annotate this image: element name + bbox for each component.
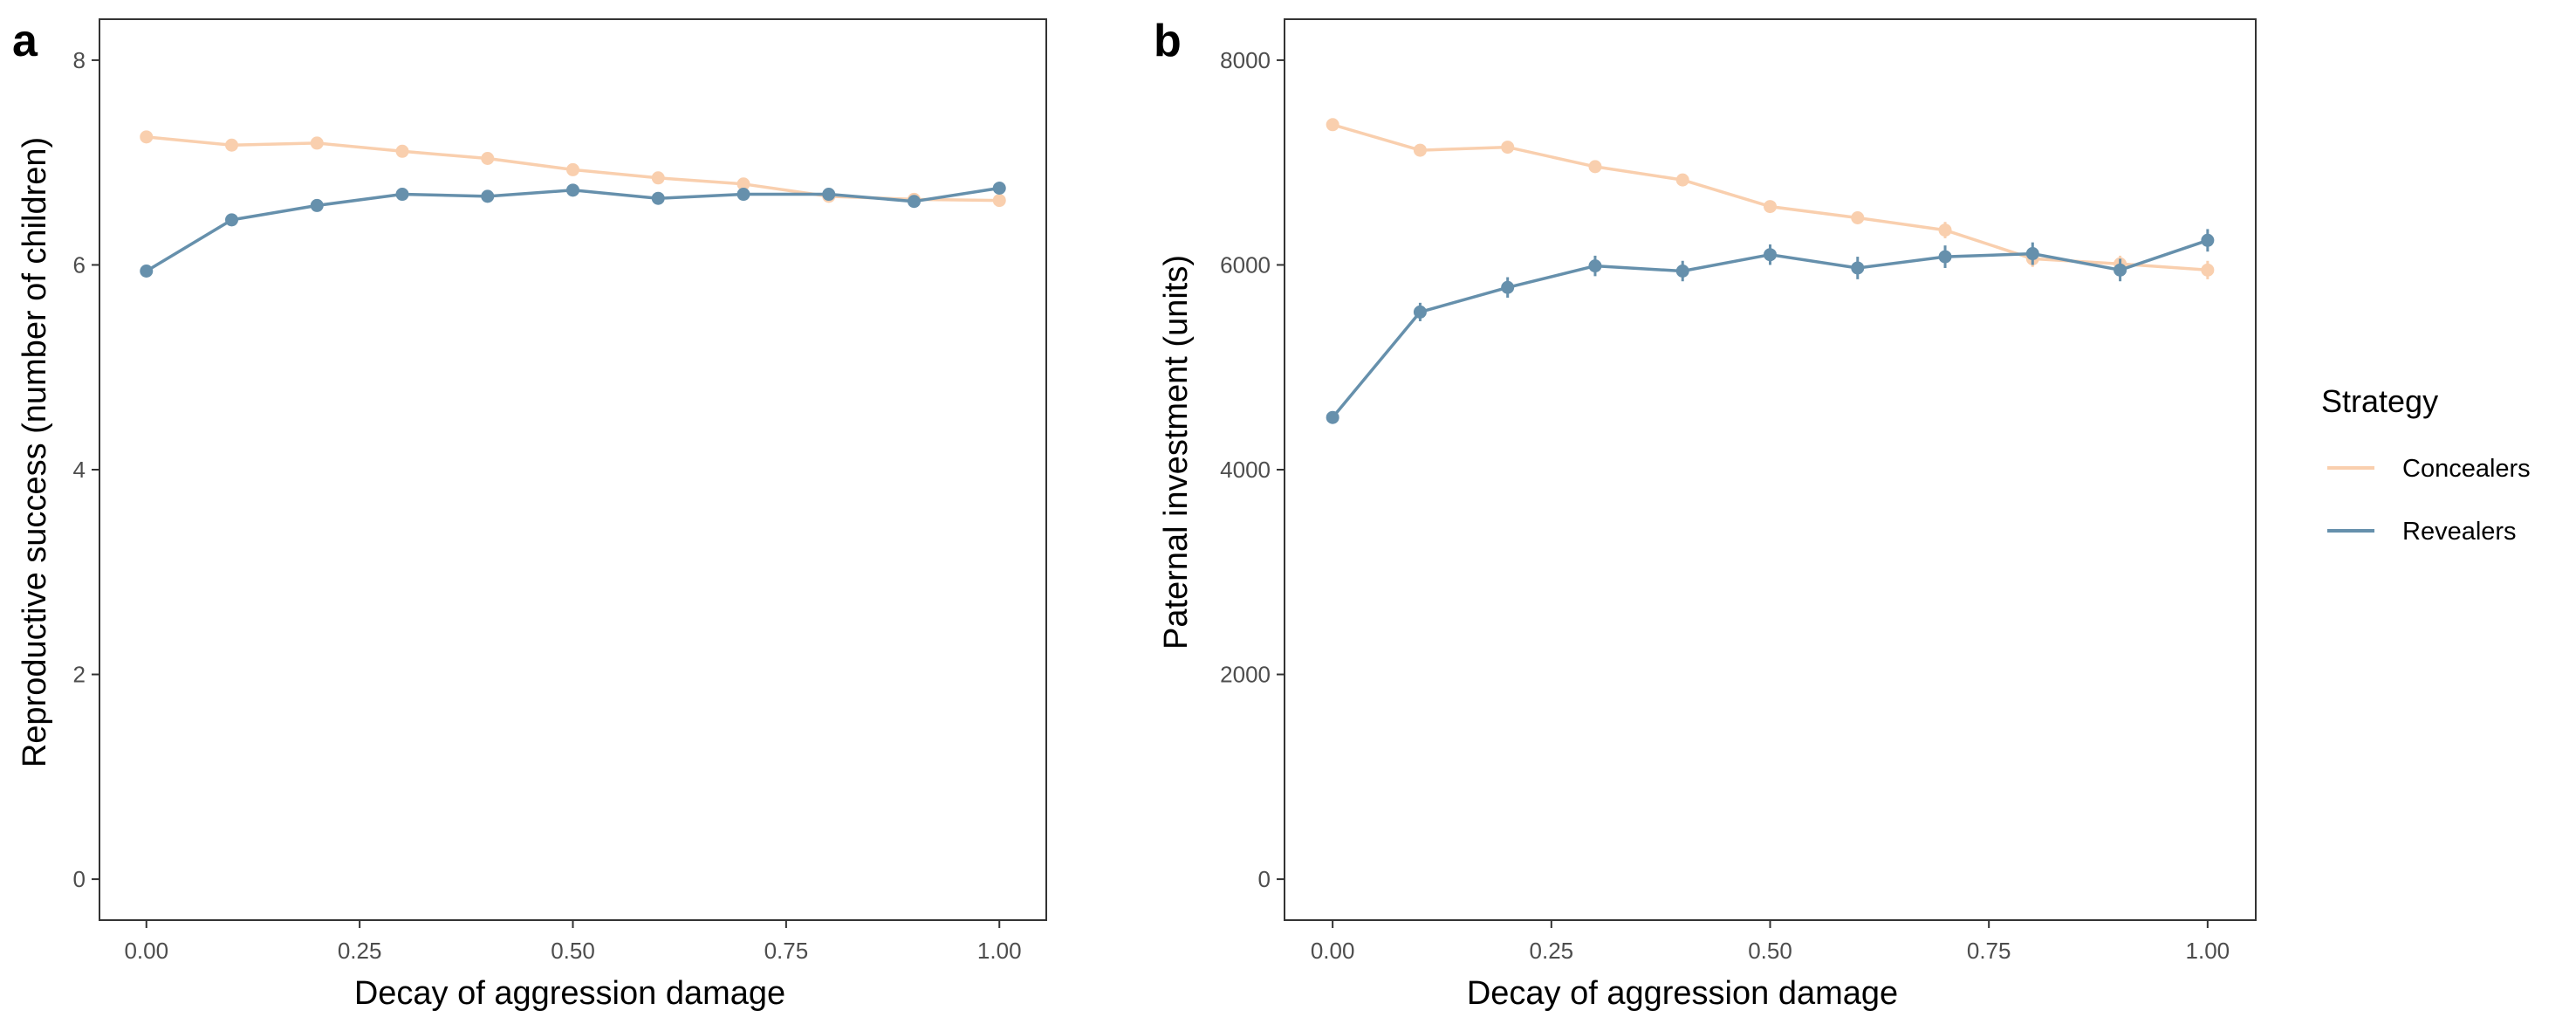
panel-b-y-axis-title: Paternal investment (units) xyxy=(1158,255,1195,650)
panel-b-point-concealers xyxy=(1851,211,1865,225)
panel-b-point-revealers xyxy=(1326,410,1339,424)
panel-a: a Reproductive success (number of childr… xyxy=(12,16,1047,1012)
panel-a-y-axis-title: Reproductive success (number of children… xyxy=(17,137,53,767)
panel-b-point-revealers xyxy=(1764,248,1777,262)
panel-b-point-concealers xyxy=(1938,223,1952,237)
panel-b-point-concealers xyxy=(1588,160,1602,174)
panel-a-point-concealers xyxy=(651,171,665,185)
panel-b-point-revealers xyxy=(1413,305,1427,319)
panel-b-point-revealers xyxy=(2114,263,2127,277)
legend: Strategy Concealers Revealers xyxy=(2321,383,2531,546)
panel-a-point-revealers xyxy=(907,195,921,209)
panel-b: b Paternal investment (units) Decay of a… xyxy=(1154,16,2257,1012)
panel-b-point-concealers xyxy=(1501,141,1515,155)
panel-b-point-concealers xyxy=(1326,118,1339,132)
panel-a-point-revealers xyxy=(651,191,665,205)
panel-b-point-concealers xyxy=(1413,143,1427,157)
panel-b-x-tick-label: 0.25 xyxy=(1530,938,1574,964)
panel-b-line-revealers xyxy=(1331,238,2209,419)
panel-b-point-revealers xyxy=(1938,250,1952,264)
panel-b-x-tick-label: 0.50 xyxy=(1748,938,1792,964)
panel-a-point-concealers xyxy=(225,138,239,152)
panel-b-point-revealers xyxy=(1851,261,1865,275)
panel-a-point-revealers xyxy=(736,188,750,202)
panel-b-x-tick-label: 0.75 xyxy=(1967,938,2011,964)
panel-a-point-revealers xyxy=(140,264,154,278)
panel-a-x-tick-label: 0.50 xyxy=(551,938,595,964)
panel-a-x-tick-label: 0.25 xyxy=(338,938,382,964)
panel-a-y-tick-label: 8 xyxy=(73,47,86,73)
panel-b-point-concealers xyxy=(2201,263,2215,277)
panel-b-y-tick-label: 2000 xyxy=(1220,662,1271,688)
panel-b-x-axis-title: Decay of aggression damage xyxy=(1467,975,1898,1012)
panel-a-series xyxy=(140,130,1006,278)
panel-b-y-tick-label: 0 xyxy=(1258,866,1271,892)
panel-b-y-tick-label: 8000 xyxy=(1220,47,1271,73)
panel-a-point-concealers xyxy=(310,136,324,150)
panel-a-y-tick-label: 6 xyxy=(73,251,86,278)
panel-a-y-tick-label: 2 xyxy=(73,662,86,688)
legend-item-concealers: Concealers xyxy=(2327,455,2531,483)
panel-a-x-tick-label: 1.00 xyxy=(977,938,1022,964)
panel-b-border xyxy=(1284,18,2257,921)
panel-b-label: b xyxy=(1154,16,1182,66)
legend-label-revealers: Revealers xyxy=(2402,518,2517,546)
panel-a-point-revealers xyxy=(481,189,495,203)
panel-b-point-revealers xyxy=(2025,247,2039,261)
legend-title: Strategy xyxy=(2321,383,2438,419)
panel-a-x-tick-label: 0.00 xyxy=(124,938,168,964)
panel-a-point-concealers xyxy=(481,151,495,165)
panel-b-point-concealers xyxy=(1764,200,1777,214)
panel-a-line-revealers xyxy=(145,186,1000,273)
panel-a-border xyxy=(99,18,1047,921)
panel-a-x-tick-label: 0.75 xyxy=(764,938,809,964)
panel-b-y-tick-label: 6000 xyxy=(1220,251,1271,278)
panel-b-y-tick-label: 4000 xyxy=(1220,457,1271,483)
panel-a-point-revealers xyxy=(310,198,324,212)
legend-item-revealers: Revealers xyxy=(2327,518,2517,546)
panel-a-point-concealers xyxy=(395,144,409,158)
panel-b-point-revealers xyxy=(1501,280,1515,294)
panel-a-point-revealers xyxy=(992,182,1006,195)
panel-b-series xyxy=(1326,118,2215,424)
panel-a-y-tick-label: 4 xyxy=(73,457,86,483)
panel-a-point-revealers xyxy=(822,188,836,202)
panel-b-point-revealers xyxy=(1588,259,1602,273)
panel-a-label: a xyxy=(12,16,38,66)
panel-b-x-tick-label: 1.00 xyxy=(2186,938,2230,964)
panel-a-series-revealers xyxy=(140,182,1006,278)
panel-a-y-tick-label: 0 xyxy=(73,866,86,892)
panel-a-point-revealers xyxy=(395,188,409,202)
panel-b-point-concealers xyxy=(1675,173,1689,187)
panel-b-x-tick-label: 0.00 xyxy=(1311,938,1355,964)
panel-a-point-revealers xyxy=(225,213,239,227)
panel-a-point-revealers xyxy=(566,183,579,197)
panel-b-series-revealers xyxy=(1326,229,2215,424)
panel-b-point-revealers xyxy=(2201,233,2215,247)
panel-b-axis-ticks: 0.00 0.25 0.50 0.75 1.00 0 2000 4000 6000 8000 xyxy=(1220,47,2230,964)
panel-a-point-concealers xyxy=(736,177,750,191)
panel-a-point-concealers xyxy=(140,130,154,144)
legend-label-concealers: Concealers xyxy=(2402,455,2531,483)
panel-b-point-revealers xyxy=(1675,264,1689,278)
panel-a-axis-ticks: 0.00 0.25 0.50 0.75 1.00 0 2 4 6 8 xyxy=(73,47,1022,964)
panel-a-point-concealers xyxy=(992,194,1006,208)
panel-a-point-concealers xyxy=(566,162,579,176)
panel-a-x-axis-title: Decay of aggression damage xyxy=(354,975,785,1012)
